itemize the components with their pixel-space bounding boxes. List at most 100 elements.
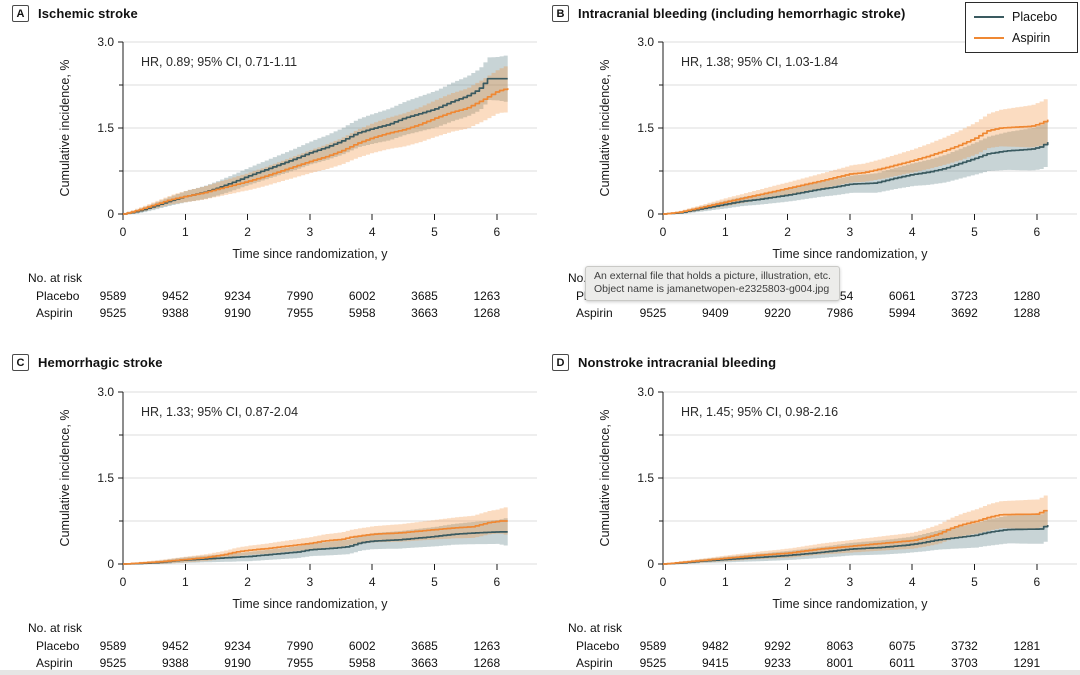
panel-d-title: Nonstroke intracranial bleeding — [578, 355, 777, 370]
at-risk-value: 7990 — [287, 639, 314, 653]
at-risk-value: 3685 — [411, 289, 438, 303]
x-tick-label: 1 — [182, 575, 189, 589]
at-risk-value: 1268 — [473, 306, 500, 320]
placebo-curve — [663, 525, 1049, 565]
y-tick-label: 0 — [647, 207, 654, 221]
x-tick-label: 6 — [493, 575, 500, 589]
y-tick-label: 3.0 — [637, 35, 654, 49]
x-tick-label: 0 — [120, 225, 127, 239]
y-tick-label: 1.5 — [637, 471, 654, 485]
x-tick-label: 4 — [369, 225, 376, 239]
at-risk-value: 8063 — [827, 639, 854, 653]
at-risk-value: 7955 — [287, 656, 314, 670]
hr-annotation: HR, 1.33; 95% CI, 0.87-2.04 — [141, 405, 298, 419]
at-risk-value: 3692 — [951, 306, 978, 320]
placebo-curve — [663, 142, 1049, 215]
at-risk-value: 1280 — [1013, 289, 1040, 303]
x-axis-title: Time since randomization, y — [772, 247, 928, 261]
panel-c-chart: 0 1.5 3.0 0 1 2 3 4 5 6 Time since randomization, … — [28, 385, 537, 670]
aspirin-ci-band — [123, 506, 508, 564]
panel-b-letter-badge: B — [552, 5, 569, 22]
y-tick-label: 3.0 — [637, 385, 654, 399]
at-risk-value: 9452 — [162, 289, 189, 303]
at-risk-header: No. at risk — [28, 621, 83, 635]
x-tick-label: 2 — [244, 225, 251, 239]
y-tick-label: 0 — [107, 207, 114, 221]
at-risk-value: 1268 — [473, 656, 500, 670]
x-tick-label: 5 — [431, 575, 438, 589]
aspirin-ci-band — [663, 494, 1048, 564]
x-tick-label: 1 — [722, 225, 729, 239]
x-tick-label: 2 — [784, 575, 791, 589]
panel-d-header: D Nonstroke intracranial bleeding — [552, 354, 776, 371]
y-axis-title: Cumulative incidence, % — [598, 410, 612, 547]
at-risk-value: 1281 — [1013, 639, 1040, 653]
aspirin-line-swatch — [974, 37, 1004, 39]
external-file-tooltip: An external file that holds a picture, i… — [585, 266, 840, 301]
x-tick-label: 4 — [369, 575, 376, 589]
at-risk-value: 9452 — [162, 639, 189, 653]
at-risk-row-label: Aspirin — [36, 306, 73, 320]
at-risk-header: No. at risk — [28, 271, 83, 285]
tooltip-line-1: An external file that holds a picture, i… — [594, 270, 831, 282]
x-axis-title: Time since randomization, y — [772, 597, 928, 611]
x-tick-label: 2 — [244, 575, 251, 589]
y-axis-title: Cumulative incidence, % — [598, 60, 612, 197]
x-tick-label: 2 — [784, 225, 791, 239]
panel-b-header: B Intracranial bleeding (including hemor… — [552, 5, 905, 22]
at-risk-value: 1263 — [473, 639, 500, 653]
at-risk-value: 7955 — [287, 306, 314, 320]
at-risk-value: 9409 — [702, 306, 729, 320]
at-risk-row-label: Aspirin — [576, 656, 613, 670]
legend-label-aspirin: Aspirin — [1012, 31, 1051, 45]
tooltip-line-2: Object name is jamanetwopen-e2325803-g00… — [594, 283, 830, 295]
aspirin-curve — [663, 119, 1049, 215]
panel-a-title: Ischemic stroke — [38, 6, 138, 21]
panel-d-letter-badge: D — [552, 354, 569, 371]
aspirin-curve — [123, 88, 509, 215]
x-tick-label: 0 — [120, 575, 127, 589]
at-risk-value: 1263 — [473, 289, 500, 303]
at-risk-value: 9233 — [764, 656, 791, 670]
x-tick-label: 1 — [722, 575, 729, 589]
x-tick-label: 6 — [1033, 225, 1040, 239]
at-risk-value: 9220 — [764, 306, 791, 320]
at-risk-value: 7986 — [827, 306, 854, 320]
legend-item-placebo: Placebo — [974, 10, 1069, 24]
at-risk-value: 9525 — [100, 306, 127, 320]
panel-a-header: A Ischemic stroke — [12, 5, 138, 22]
legend: Placebo Aspirin — [965, 2, 1078, 53]
at-risk-value: 7990 — [287, 289, 314, 303]
at-risk-header: No. at risk — [568, 621, 623, 635]
x-tick-label: 6 — [493, 225, 500, 239]
x-axis-title: Time since randomization, y — [232, 597, 388, 611]
x-tick-label: 0 — [660, 575, 667, 589]
y-tick-label: 0 — [647, 557, 654, 571]
at-risk-value: 3723 — [951, 289, 978, 303]
at-risk-value: 5958 — [349, 656, 376, 670]
at-risk-value: 3703 — [951, 656, 978, 670]
x-tick-label: 5 — [971, 575, 978, 589]
y-tick-label: 1.5 — [97, 121, 114, 135]
panel-c-title: Hemorrhagic stroke — [38, 355, 163, 370]
x-tick-label: 1 — [182, 225, 189, 239]
x-tick-label: 3 — [847, 225, 854, 239]
x-tick-label: 0 — [660, 225, 667, 239]
at-risk-value: 9415 — [702, 656, 729, 670]
at-risk-value: 9190 — [224, 656, 251, 670]
at-risk-value: 9388 — [162, 656, 189, 670]
aspirin-ci-band — [663, 96, 1048, 214]
x-tick-label: 3 — [307, 225, 314, 239]
x-tick-label: 3 — [307, 575, 314, 589]
panel-a: A Ischemic stroke 0 1.5 3.0 0 1 2 3 4 5 6 Time sin… — [0, 0, 540, 345]
x-tick-label: 3 — [847, 575, 854, 589]
at-risk-value: 9589 — [100, 639, 127, 653]
x-axis-title: Time since randomization, y — [232, 247, 388, 261]
aspirin-curve — [663, 509, 1048, 565]
at-risk-value: 6002 — [349, 639, 376, 653]
hr-annotation: HR, 1.38; 95% CI, 1.03-1.84 — [681, 55, 838, 69]
legend-label-placebo: Placebo — [1012, 10, 1058, 24]
at-risk-value: 6075 — [889, 639, 916, 653]
at-risk-value: 9388 — [162, 306, 189, 320]
at-risk-value: 1288 — [1013, 306, 1040, 320]
